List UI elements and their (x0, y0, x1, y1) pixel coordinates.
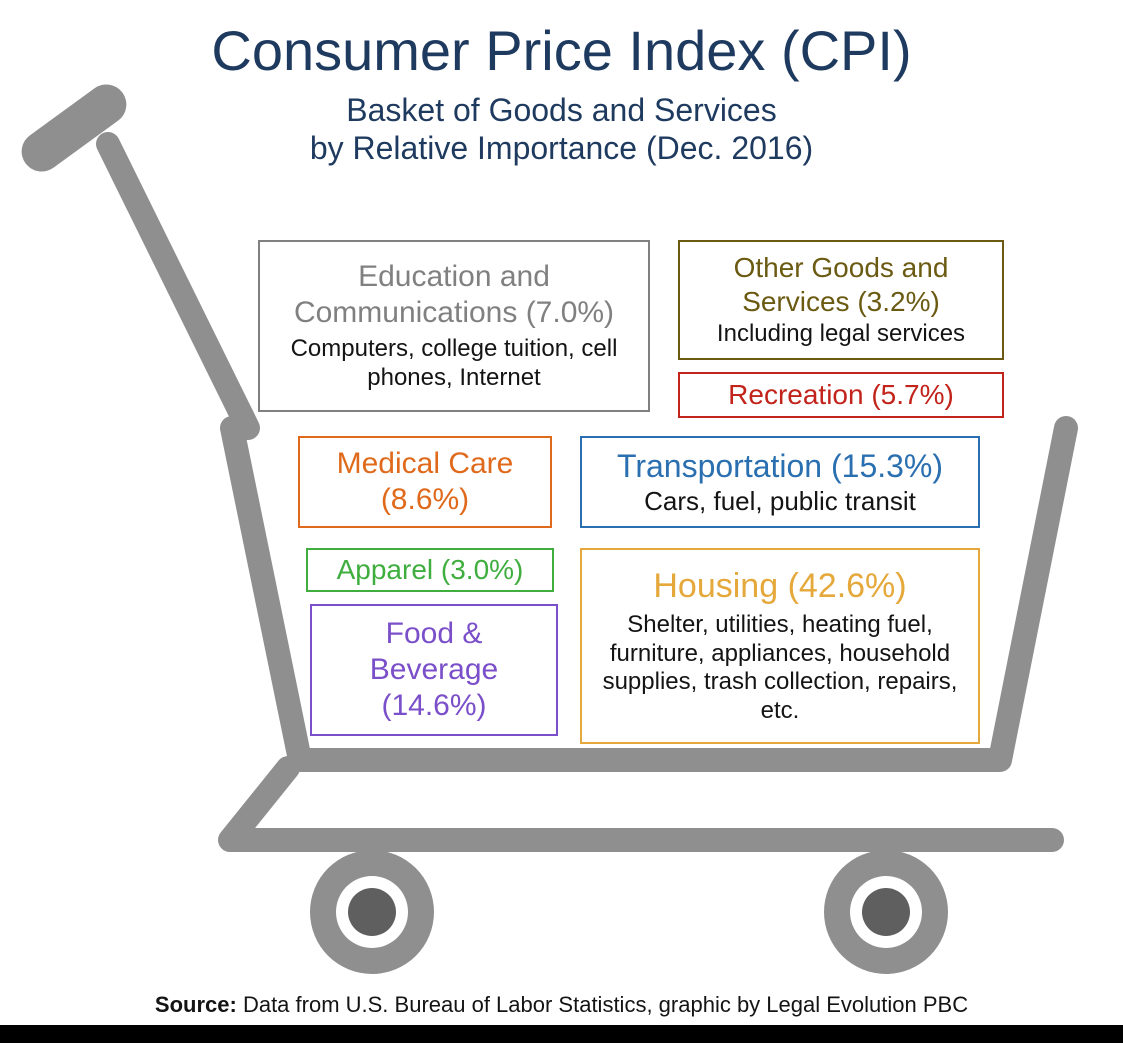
category-apparel: Apparel (3.0%) (306, 548, 554, 592)
category-title: Apparel (3.0%) (337, 553, 524, 587)
source-text: Data from U.S. Bureau of Labor Statistic… (237, 992, 968, 1017)
category-title: Housing (42.6%) (653, 566, 906, 607)
category-title: Medical Care (8.6%) (310, 446, 540, 518)
category-housing: Housing (42.6%) Shelter, utilities, heat… (580, 548, 980, 744)
category-sub: Including legal services (717, 320, 965, 349)
category-title: Recreation (5.7%) (728, 378, 954, 412)
category-recreation: Recreation (5.7%) (678, 372, 1004, 418)
subtitle-line-2: by Relative Importance (Dec. 2016) (0, 130, 1123, 167)
category-sub: Computers, college tuition, cell phones,… (270, 335, 638, 393)
category-transportation: Transportation (15.3%) Cars, fuel, publi… (580, 436, 980, 528)
footer-bar (0, 1025, 1123, 1043)
category-other-goods: Other Goods and Services (3.2%) Includin… (678, 240, 1004, 360)
source-citation: Source: Data from U.S. Bureau of Labor S… (0, 992, 1123, 1018)
main-title: Consumer Price Index (CPI) (0, 18, 1123, 83)
category-title: Education and Communications (7.0%) (270, 259, 638, 331)
category-title: Other Goods and Services (3.2%) (690, 251, 992, 318)
category-education: Education and Communications (7.0%) Comp… (258, 240, 650, 412)
category-food: Food & Beverage (14.6%) (310, 604, 558, 736)
category-sub: Cars, fuel, public transit (644, 486, 916, 517)
source-label: Source: (155, 992, 237, 1017)
subtitle-line-1: Basket of Goods and Services (0, 92, 1123, 129)
category-medical: Medical Care (8.6%) (298, 436, 552, 528)
category-sub: Shelter, utilities, heating fuel, furnit… (600, 611, 960, 726)
category-title: Transportation (15.3%) (617, 447, 943, 485)
category-title: Food & Beverage (14.6%) (322, 616, 546, 724)
